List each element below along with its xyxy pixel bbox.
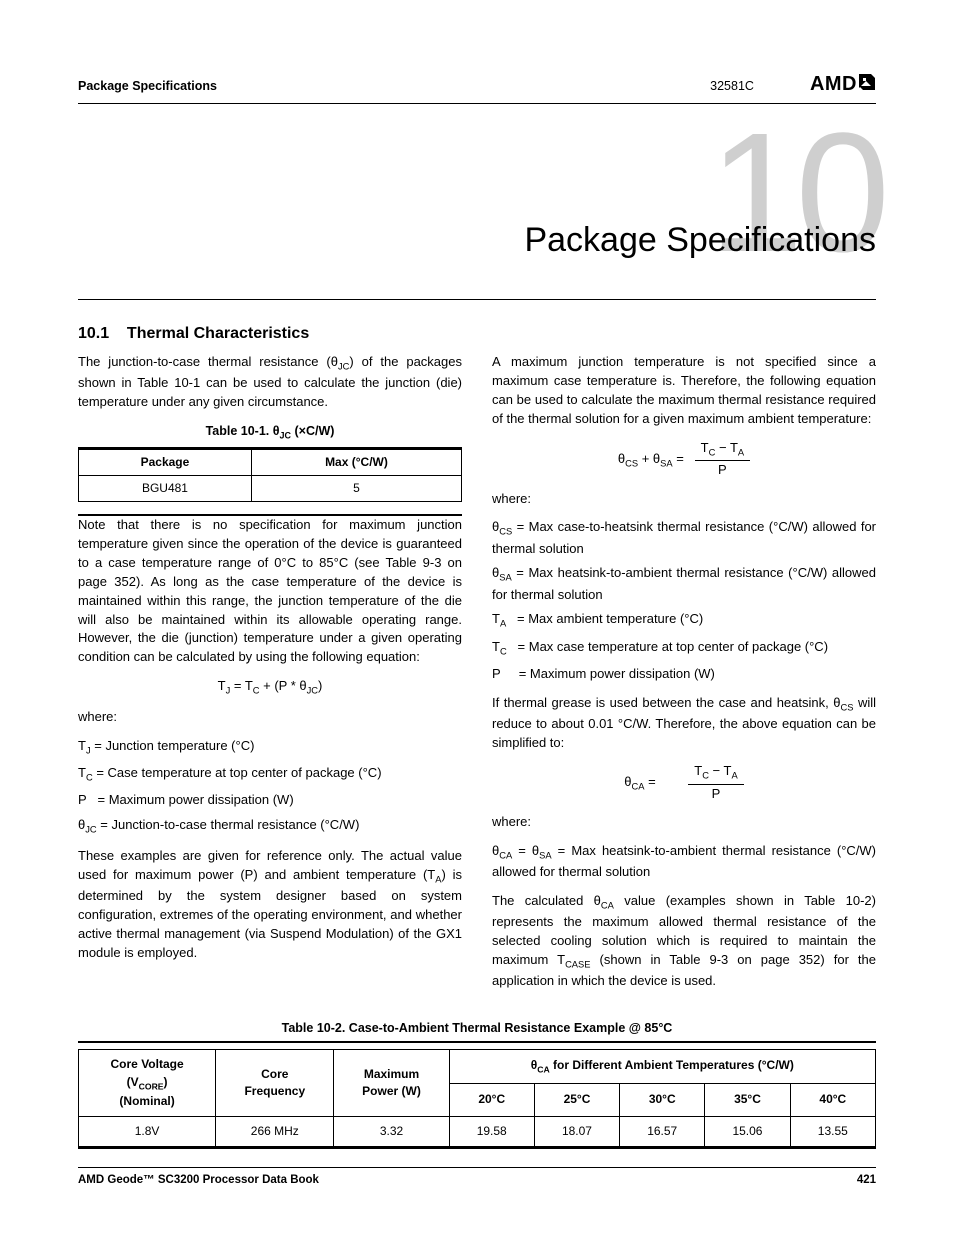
- section-num: 10.1: [78, 325, 109, 342]
- table2-caption: Table 10-2. Case-to-Ambient Thermal Resi…: [78, 1019, 876, 1037]
- th: 40°C: [790, 1084, 875, 1117]
- th: CoreFrequency: [216, 1050, 334, 1117]
- section-title: Thermal Characteristics: [127, 325, 309, 342]
- th: 35°C: [705, 1084, 790, 1117]
- th: θCA for Different Ambient Temperatures (…: [449, 1050, 875, 1084]
- page-footer: AMD Geode™ SC3200 Processor Data Book 42…: [78, 1167, 876, 1189]
- where-label: where:: [78, 708, 462, 727]
- para: These examples are given for reference o…: [78, 847, 462, 962]
- table-1: PackageMax (°C/W) BGU4815: [78, 449, 462, 503]
- td: 13.55: [790, 1116, 875, 1146]
- def: TC = Max case temperature at top center …: [492, 638, 876, 659]
- section-heading: 10.1 Thermal Characteristics: [78, 322, 876, 345]
- where-label: where:: [492, 813, 876, 832]
- equation-2: θCS + θSA = TC − TAP: [492, 439, 876, 480]
- right-column: A maximum junction temperature is not sp…: [492, 353, 876, 1001]
- two-column-body: The junction-to-case thermal resistance …: [78, 353, 876, 1001]
- th: MaximumPower (W): [334, 1050, 449, 1117]
- def: TA = Max ambient temperature (°C): [492, 610, 876, 631]
- def: θCA = θSA = Max heatsink-to-ambient ther…: [492, 842, 876, 882]
- th: Max (°C/W): [251, 449, 461, 475]
- brand-text: AMD: [810, 70, 857, 99]
- definition-list: TJ = Junction temperature (°C) TC = Case…: [78, 737, 462, 837]
- table-2: Core Voltage(VCORE)(Nominal) CoreFrequen…: [78, 1049, 876, 1147]
- td: 18.07: [534, 1116, 619, 1146]
- footer-title: AMD Geode™ SC3200 Processor Data Book: [78, 1172, 319, 1189]
- def: θJC = Junction-to-case thermal resistanc…: [78, 816, 462, 837]
- equation-3: θCA = TC − TAP: [492, 762, 876, 803]
- td: 266 MHz: [216, 1116, 334, 1146]
- brand-logo: AMD: [810, 70, 876, 99]
- def: TC = Case temperature at top center of p…: [78, 764, 462, 785]
- th: 30°C: [620, 1084, 705, 1117]
- th: Package: [79, 449, 252, 475]
- td: 16.57: [620, 1116, 705, 1146]
- td: 15.06: [705, 1116, 790, 1146]
- para: A maximum junction temperature is not sp…: [492, 353, 876, 428]
- para: Note that there is no specification for …: [78, 516, 462, 667]
- para: The calculated θCA value (examples shown…: [492, 892, 876, 991]
- th: 25°C: [534, 1084, 619, 1117]
- where-label: where:: [492, 490, 876, 509]
- td: 19.58: [449, 1116, 534, 1146]
- chapter-title: Package Specifications: [524, 216, 876, 265]
- definition-list: θCS = Max case-to-heatsink thermal resis…: [492, 518, 876, 683]
- def: θCS = Max case-to-heatsink thermal resis…: [492, 518, 876, 558]
- th: Core Voltage(VCORE)(Nominal): [79, 1050, 216, 1117]
- table1-caption: Table 10-1. θJC (×C/W): [78, 422, 462, 443]
- definition-list: θCA = θSA = Max heatsink-to-ambient ther…: [492, 842, 876, 882]
- header-section-title: Package Specifications: [78, 77, 217, 95]
- para: If thermal grease is used between the ca…: [492, 694, 876, 753]
- chapter-banner: 10 Package Specifications: [78, 140, 876, 300]
- def: θSA = Max heatsink-to-ambient thermal re…: [492, 564, 876, 604]
- equation-1: TJ = TC + (P * θJC): [78, 677, 462, 698]
- para: The junction-to-case thermal resistance …: [78, 353, 462, 412]
- left-column: The junction-to-case thermal resistance …: [78, 353, 462, 1001]
- def: P = Maximum power dissipation (W): [492, 665, 876, 684]
- def: TJ = Junction temperature (°C): [78, 737, 462, 758]
- def: P = Maximum power dissipation (W): [78, 791, 462, 810]
- td: 5: [251, 475, 461, 501]
- td: 1.8V: [79, 1116, 216, 1146]
- th: 20°C: [449, 1084, 534, 1117]
- td: BGU481: [79, 475, 252, 501]
- page-number: 421: [857, 1172, 876, 1189]
- header-docnum: 32581C: [710, 77, 754, 95]
- td: 3.32: [334, 1116, 449, 1146]
